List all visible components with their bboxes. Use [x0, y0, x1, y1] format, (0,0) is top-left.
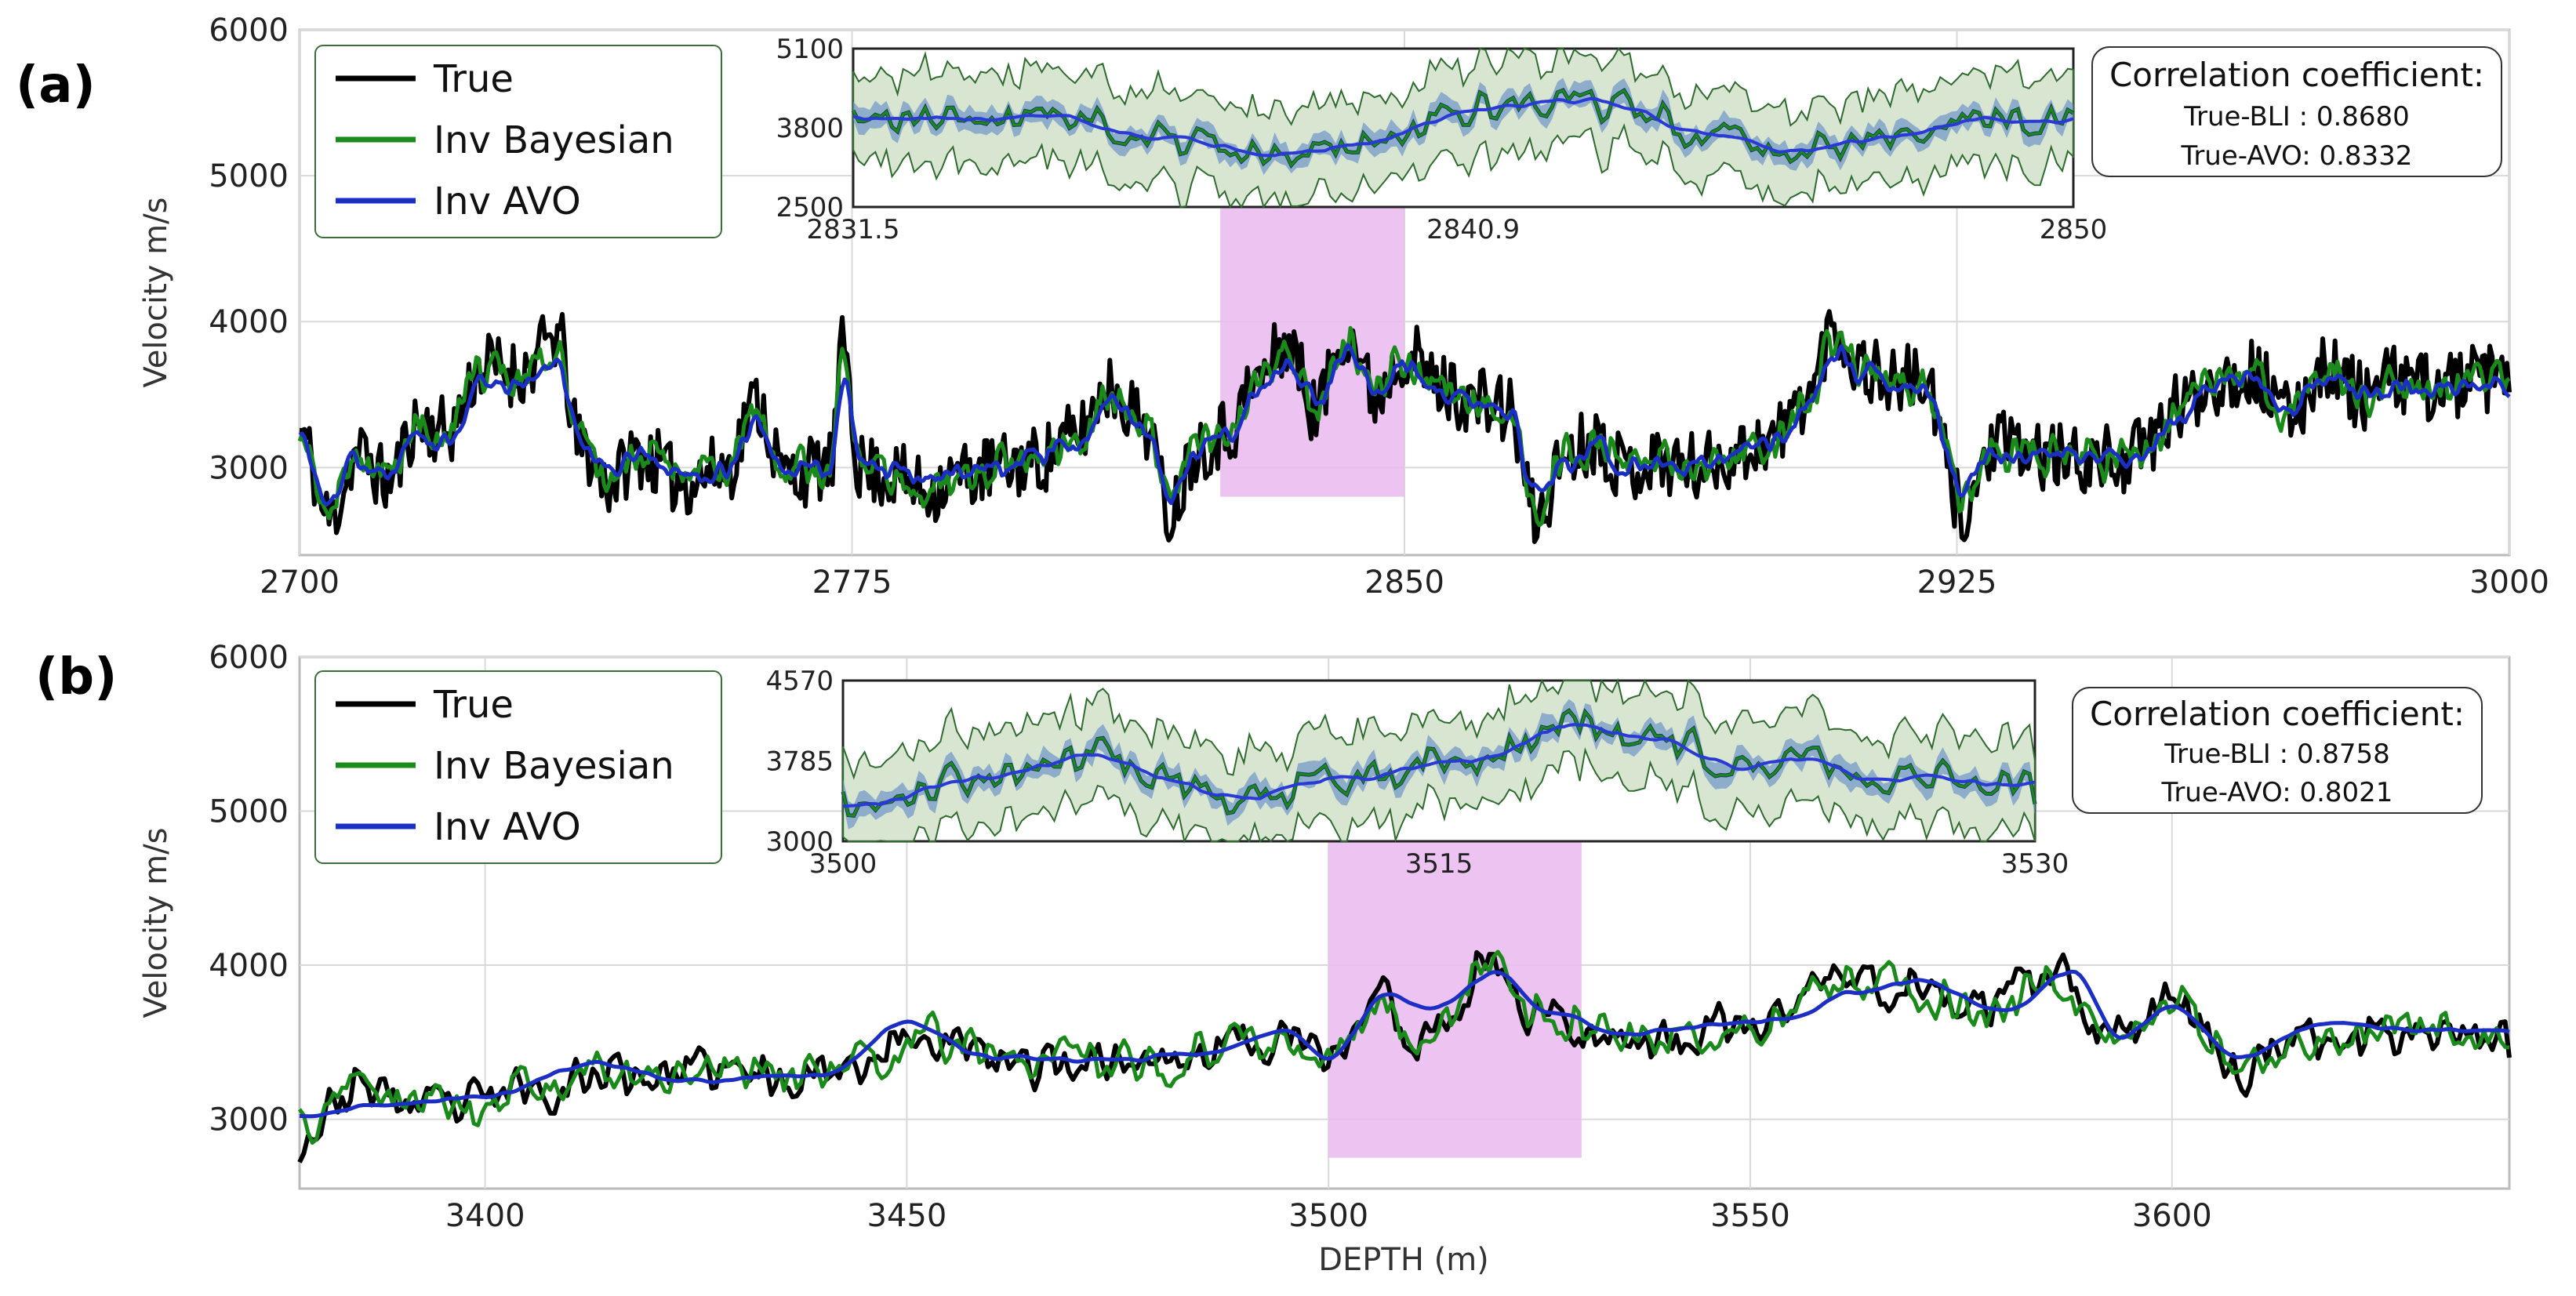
- x-tick-label-2925: 2925: [1917, 565, 1997, 601]
- series-line-inv-avo: [298, 343, 2511, 507]
- panel-a-x-ticks: 2700 2775 2850 2925 3000: [260, 565, 2549, 601]
- legend-label-inv-avo: Inv AVO: [434, 180, 581, 223]
- panel-a-correlation-title: Correlation coefficient:: [2109, 56, 2484, 94]
- panel-b-correlation-avo: True-AVO: 0.8021: [2161, 777, 2393, 808]
- panel-a-legend: True Inv Bayesian Inv AVO: [314, 45, 722, 238]
- y-tick-label-6000: 6000: [209, 13, 289, 49]
- panel-a-legend-box: [314, 45, 722, 238]
- panel-b-correlation-box: Correlation coefficient: True-BLI : 0.87…: [2072, 687, 2483, 814]
- x-tick-label-2775: 2775: [812, 565, 892, 601]
- panel-a-inset-ticks: 2500 3800 5100 2831.5 2840.9 2850: [776, 34, 2107, 245]
- panel-a-inset: 2500 3800 5100 2831.5 2840.9 2850: [776, 34, 2107, 245]
- inset-line-inv-bayesian: [852, 89, 2074, 168]
- panel-b-x-axis-label: DEPTH (m): [1318, 1242, 1489, 1278]
- inset-x-tick-label-3530: 3530: [2001, 848, 2069, 880]
- inset-x-tick-label-2850: 2850: [2040, 214, 2108, 245]
- inset-y-tick-label-3800: 3800: [776, 113, 844, 144]
- inset-y-tick-label-3000: 3000: [765, 826, 834, 858]
- panel-a-inset-content: [851, 47, 2075, 209]
- inset-y-tick-label-4570: 4570: [765, 666, 834, 697]
- panel-b-series: [297, 949, 2512, 1163]
- panel-b-x-ticks: 3400 3450 3500 3550 3600: [445, 1198, 2212, 1234]
- y-tick-label-5000: 5000: [209, 794, 289, 830]
- legend-label-inv-bayesian: Inv Bayesian: [434, 118, 674, 162]
- panel-a-correlation-box: Correlation coefficient: True-BLI : 0.86…: [2091, 46, 2502, 177]
- panel-a-y-ticks: 3000 4000 5000 6000: [209, 13, 289, 486]
- legend-label-true: True: [433, 683, 514, 727]
- panel-a: (a) 2700 2775 2850 2925 3000 3000 4000 5000 600…: [16, 13, 2549, 601]
- x-tick-label-3550: 3550: [1710, 1198, 1790, 1234]
- panel-b-tag: (b): [35, 648, 117, 706]
- legend-label-inv-avo: Inv AVO: [434, 805, 581, 849]
- panel-b-inset-ticks: 3000 3785 4570 3500 3515 3530: [765, 666, 2069, 880]
- x-tick-label-3600: 3600: [2132, 1198, 2212, 1234]
- x-tick-label-3500: 3500: [1288, 1198, 1368, 1234]
- inset-x-tick-label-3515: 3515: [1405, 848, 1473, 880]
- panel-a-tag: (a): [16, 56, 96, 114]
- panel-a-correlation-frame: [2091, 46, 2502, 177]
- x-tick-label-3400: 3400: [445, 1198, 525, 1234]
- inset-line-inv-avo: [842, 723, 2036, 808]
- inset-y-tick-label-2500: 2500: [776, 192, 844, 223]
- inset-y-tick-label-5100: 5100: [776, 34, 844, 65]
- panel-b-correlation-title: Correlation coefficient:: [2090, 695, 2465, 733]
- panel-b-y-axis-label: Velocity m/s: [138, 828, 174, 1018]
- inset-x-tick-label-2831.5: 2831.5: [807, 214, 900, 245]
- inset-x-tick-label-2840.9: 2840.9: [1426, 214, 1520, 245]
- panel-a-y-axis-label: Velocity m/s: [138, 198, 174, 388]
- panel-b-legend: True Inv Bayesian Inv AVO: [314, 670, 722, 864]
- legend-label-true: True: [433, 57, 514, 101]
- series-line-inv-avo: [299, 969, 2510, 1119]
- inset-y-tick-label-3785: 3785: [765, 746, 834, 778]
- panel-b-highlight-region: [1328, 834, 1582, 1158]
- panel-b-legend-box: [314, 670, 722, 864]
- y-tick-label-3000: 3000: [209, 1102, 289, 1138]
- panel-a-series: [297, 309, 2512, 544]
- y-tick-label-4000: 4000: [209, 304, 289, 340]
- y-tick-label-6000: 6000: [209, 640, 289, 676]
- x-tick-label-2850: 2850: [1364, 565, 1444, 601]
- series-line-inv-bayesian: [297, 325, 2511, 528]
- x-tick-label-3000: 3000: [2469, 565, 2549, 601]
- x-tick-label-2700: 2700: [260, 565, 340, 601]
- panel-b-y-ticks: 3000 4000 5000 6000: [209, 640, 289, 1138]
- panel-b-inset: 3000 3785 4570 3500 3515 3530: [765, 666, 2069, 880]
- panel-a-correlation-bli: True-BLI : 0.8680: [2183, 101, 2410, 133]
- x-tick-label-3450: 3450: [867, 1198, 947, 1234]
- y-tick-label-3000: 3000: [209, 450, 289, 486]
- y-tick-label-5000: 5000: [209, 158, 289, 194]
- panel-b-inset-content: [841, 677, 2037, 844]
- legend-label-inv-bayesian: Inv Bayesian: [434, 744, 674, 788]
- panel-b-correlation-bli: True-BLI : 0.8758: [2164, 739, 2390, 770]
- inset-x-tick-label-3500: 3500: [809, 848, 877, 880]
- y-tick-label-4000: 4000: [209, 948, 289, 984]
- panel-b-correlation-frame: [2072, 687, 2483, 814]
- panel-a-highlight-region: [1220, 190, 1404, 497]
- panel-b: (b) 3400 3450 3500 3550 3600 3000 4000 5000 600…: [35, 640, 2512, 1278]
- panel-a-correlation-avo: True-AVO: 0.8332: [2181, 140, 2413, 172]
- inset-line-inv-avo: [852, 96, 2074, 158]
